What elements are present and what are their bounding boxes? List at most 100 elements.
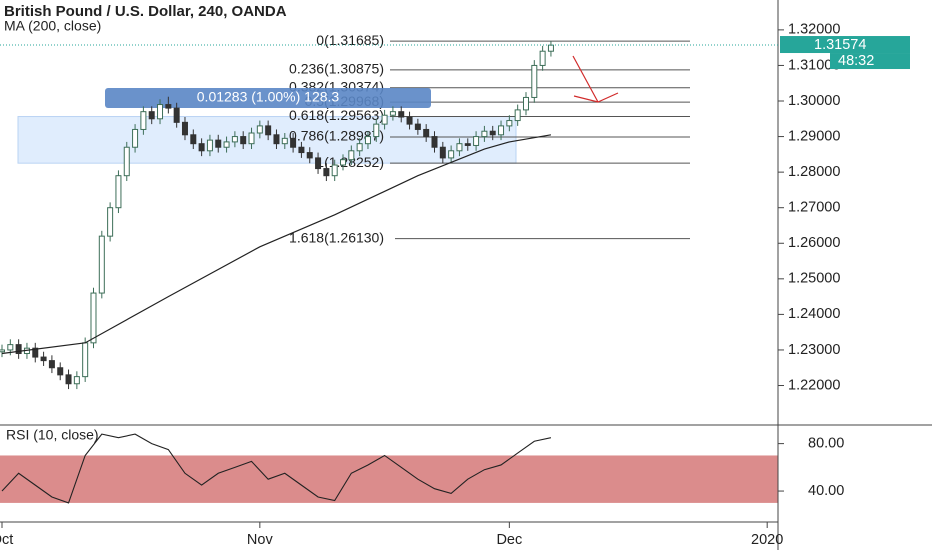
y-tick-label: 1.28000: [788, 164, 840, 180]
countdown-label: 48:32: [838, 53, 874, 69]
candle-body: [140, 111, 147, 130]
candle-body: [398, 111, 405, 118]
x-tick-label: Oct: [0, 532, 13, 548]
rsi-y-tick-label: 40.00: [808, 483, 844, 499]
ma-legend: MA (200, close): [4, 18, 101, 34]
candle-body: [306, 152, 313, 159]
y-tick-label: 1.29000: [788, 128, 840, 144]
candle-body: [439, 146, 446, 159]
y-tick-label: 1.22000: [788, 377, 840, 393]
countdown-box: [830, 53, 910, 70]
candle-body: [82, 342, 89, 378]
rsi-legend: RSI (10, close): [6, 427, 99, 443]
measure-label: 0.01283 (1.00%) 128.3: [197, 89, 340, 105]
rsi-band: [0, 455, 778, 503]
candle-body: [315, 157, 322, 170]
x-tick-label: Nov: [247, 532, 274, 548]
candle-body: [381, 114, 388, 125]
candle-body: [298, 146, 305, 154]
candle-body: [90, 292, 97, 344]
y-tick-label: 1.24000: [788, 306, 840, 322]
candle-body: [431, 136, 438, 148]
candle-body: [215, 139, 222, 148]
fib-label: 0.786(1.28987): [289, 128, 384, 144]
ma-line: [1, 134, 552, 355]
candle-body: [115, 175, 122, 209]
measure-box: [105, 88, 431, 108]
candle-body: [165, 104, 172, 109]
candle-body: [107, 207, 114, 237]
candle-body: [489, 130, 496, 136]
candle-body: [0, 349, 5, 353]
candle-body: [373, 123, 380, 138]
candle-body: [7, 344, 14, 351]
y-tick-label: 1.32000: [788, 22, 840, 38]
fib-label: 1.618(1.26130): [289, 229, 384, 245]
candle-body: [498, 125, 505, 136]
x-tick-label: 2020: [751, 532, 783, 548]
candle-body: [173, 107, 180, 123]
candle-body: [65, 374, 72, 385]
candle-body: [323, 168, 330, 177]
candle-body: [481, 130, 488, 138]
candle-body: [539, 50, 546, 66]
candle-body: [48, 360, 55, 369]
candle-body: [389, 111, 396, 116]
candle-body: [473, 136, 480, 146]
candle-body: [273, 134, 280, 145]
candle-body: [190, 134, 197, 145]
candle-body: [57, 367, 64, 376]
x-tick-label: Dec: [496, 532, 522, 548]
candle-body: [281, 137, 288, 145]
candle-body: [265, 125, 272, 136]
candle-body: [348, 150, 355, 161]
candle-body: [256, 125, 263, 134]
rsi-y-tick-label: 80.00: [808, 435, 844, 451]
candle-body: [448, 150, 455, 159]
candle-body: [231, 136, 238, 143]
candle-body: [506, 120, 513, 127]
candle-body: [464, 143, 471, 146]
candle-body: [456, 143, 463, 152]
candle-body: [132, 128, 139, 148]
candle-body: [340, 159, 347, 166]
fib-label: 0.236(1.30875): [289, 61, 384, 77]
y-tick-label: 1.30000: [788, 93, 840, 109]
candle-body: [514, 109, 521, 122]
candle-body: [181, 121, 188, 136]
candle-body: [248, 132, 255, 145]
y-tick-label: 1.25000: [788, 271, 840, 287]
candle-body: [223, 141, 230, 148]
candle-body: [98, 235, 105, 294]
rsi-line: [1, 433, 552, 504]
candle-body: [206, 139, 213, 152]
chart-title: British Pound / U.S. Dollar, 240, OANDA: [4, 3, 287, 20]
last-price-box: [780, 36, 910, 54]
candle-body: [198, 143, 205, 152]
candle-body: [522, 96, 529, 111]
candle-body: [423, 128, 430, 138]
candle-body: [123, 146, 130, 177]
candle-body: [290, 137, 297, 148]
candle-body: [331, 164, 338, 177]
y-tick-label: 1.27000: [788, 200, 840, 216]
fib-label: 0(1.31685): [316, 32, 384, 48]
y-tick-label: 1.26000: [788, 235, 840, 251]
candle-body: [157, 104, 164, 120]
candle-body: [414, 123, 421, 130]
red-arrow: [572, 55, 619, 103]
candle-body: [356, 143, 363, 152]
candle-body: [364, 136, 371, 145]
candle-body: [40, 356, 47, 362]
y-tick-label: 1.31000: [788, 57, 840, 73]
y-tick-label: 1.23000: [788, 342, 840, 358]
last-price-label: 1.31574: [814, 37, 866, 53]
candle-body: [406, 116, 413, 125]
candle-body: [531, 64, 538, 98]
candle-body: [547, 44, 554, 52]
candle-body: [73, 376, 80, 385]
candle-body: [32, 347, 39, 358]
candle-body: [15, 344, 22, 355]
